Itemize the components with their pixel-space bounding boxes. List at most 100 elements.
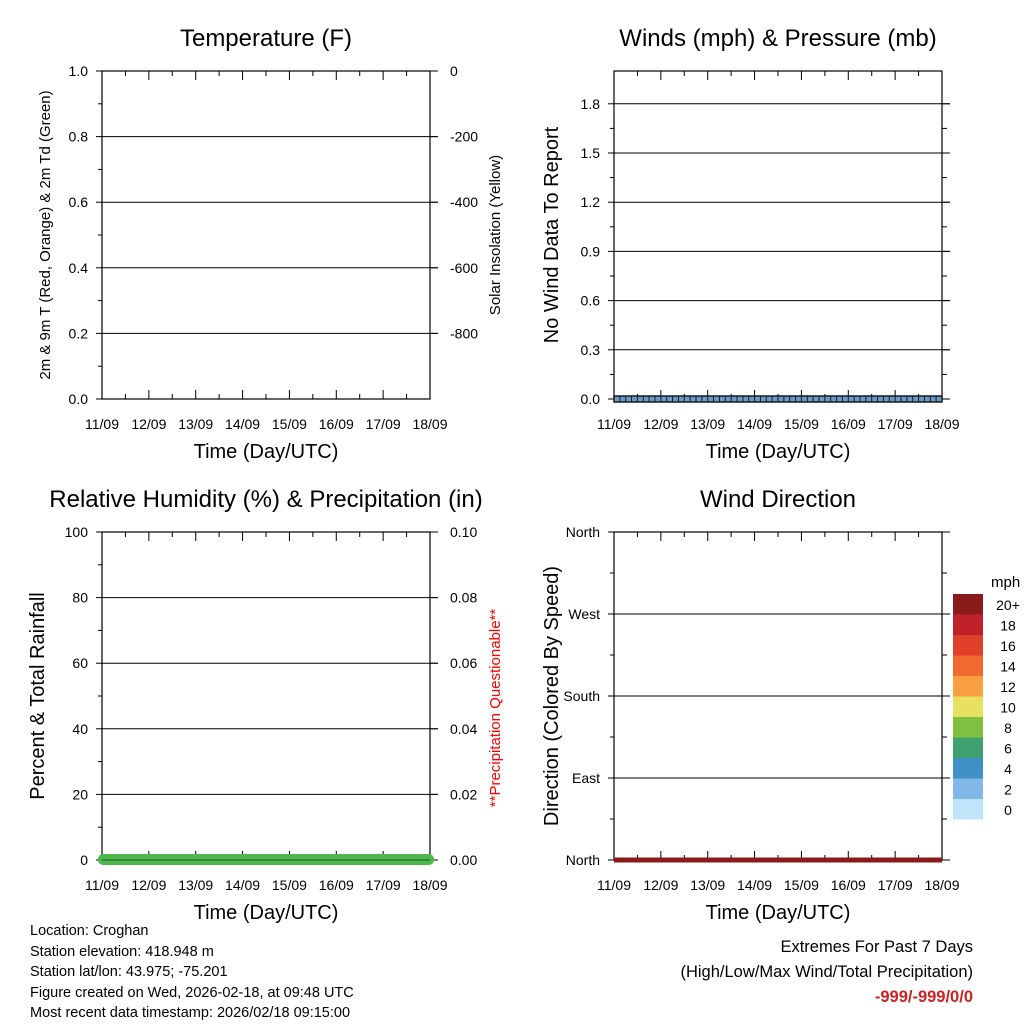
x-tick-label: 18/09 <box>412 877 447 893</box>
colorbar-swatch <box>953 758 983 779</box>
x-tick-label: 11/09 <box>85 877 119 893</box>
extremes-block: Extremes For Past 7 Days (High/Low/Max W… <box>680 935 973 1010</box>
y-tick-label: 0.4 <box>69 260 89 276</box>
colorbar-label: 18 <box>1000 618 1016 634</box>
y-tick-label: 60 <box>72 655 88 671</box>
station-location: Location: Croghan <box>30 923 149 939</box>
y-tick-label: 1.0 <box>69 63 89 79</box>
y-tick-label: 0.2 <box>69 325 89 341</box>
y-tick-label: 1.8 <box>581 96 601 112</box>
y-axis-label: Percent & Total Rainfall <box>27 592 49 800</box>
y-tick-label: 100 <box>65 524 89 540</box>
chart-temperature: Temperature (F) 11/09 12/09 13/09 14/09 15/09… <box>37 25 504 463</box>
chart-title: Wind Direction <box>700 486 856 513</box>
colorbar-label: 10 <box>1000 700 1016 716</box>
recent-timestamp: Most recent data timestamp: 2026/02/18 0… <box>30 1005 351 1021</box>
x-tick-label: 17/09 <box>366 877 401 893</box>
x-axis-label: Time (Day/UTC) <box>194 441 339 463</box>
x-tick-label: 14/09 <box>225 877 260 893</box>
plot-frame <box>101 70 431 400</box>
y-tick-label: West <box>568 606 600 622</box>
colorbar-swatch <box>953 676 983 697</box>
colorbar-swatch <box>953 696 983 717</box>
colorbar-title: mph <box>991 574 1020 591</box>
y-tick-label: 0.8 <box>69 129 89 145</box>
y-axis-label: 2m & 9m T (Red, Orange) & 2m Td (Green) <box>37 90 54 379</box>
y-tick-label: 0.0 <box>581 391 601 407</box>
y2-tick-label: -600 <box>450 260 478 276</box>
x-tick-label: 12/09 <box>643 416 678 432</box>
colorbar-swatch <box>953 737 983 758</box>
x-tick-label: 12/09 <box>131 877 166 893</box>
y2-axis-label: Solar Insolation (Yellow) <box>487 155 504 315</box>
y-tick-label: 0.3 <box>581 342 601 358</box>
colorbar-label: 14 <box>1000 659 1016 675</box>
y2-tick-label: 0.08 <box>450 590 477 606</box>
extremes-title: Extremes For Past 7 Days <box>780 938 973 956</box>
chart-direction: Wind Direction 11/09 12/09 13/09 14/09 15/09 1… <box>541 486 1020 924</box>
colorbar-label: 2 <box>1004 782 1012 798</box>
chart-winds: Winds (mph) & Pressure (mb) 11/09 12/09 13/… <box>541 25 960 463</box>
y2-tick-label: -200 <box>450 129 478 145</box>
colorbar-swatch <box>953 614 983 635</box>
x-tick-label: 15/09 <box>272 877 307 893</box>
y2-tick-label: 0.00 <box>450 852 477 868</box>
y2-tick-label: 0.02 <box>450 786 477 802</box>
x-tick-label: 16/09 <box>831 416 866 432</box>
x-tick-label: 13/09 <box>690 416 725 432</box>
x-tick-label: 13/09 <box>690 877 725 893</box>
y-tick-label: 1.2 <box>581 194 601 210</box>
x-axis-label: Time (Day/UTC) <box>706 902 851 924</box>
x-axis-label: Time (Day/UTC) <box>194 902 339 924</box>
x-tick-label: 18/09 <box>924 877 959 893</box>
y-tick-label: 1.5 <box>581 145 601 161</box>
y-tick-label: 40 <box>72 721 88 737</box>
y-tick-label: North <box>566 852 600 868</box>
y-tick-label: 0.9 <box>581 243 601 259</box>
colorbar-swatch <box>953 635 983 656</box>
station-elevation: Station elevation: 418.948 m <box>30 943 214 960</box>
y-tick-label: North <box>566 524 600 540</box>
y2-tick-label: 0 <box>450 63 458 79</box>
colorbar-label: 0 <box>1004 802 1012 818</box>
y-tick-label: South <box>563 688 600 704</box>
y2-tick-label: 0.06 <box>450 655 477 671</box>
x-tick-label: 14/09 <box>737 416 772 432</box>
x-tick-label: 18/09 <box>412 416 447 432</box>
colorbar-label: 16 <box>1000 638 1016 654</box>
x-tick-label: 15/09 <box>272 416 307 432</box>
chart-title: Temperature (F) <box>180 25 352 52</box>
x-tick-label: 12/09 <box>643 877 678 893</box>
colorbar-swatch <box>953 717 983 738</box>
x-tick-label: 17/09 <box>878 416 913 432</box>
colorbar-swatch <box>953 655 983 676</box>
x-tick-label: 17/09 <box>878 877 913 893</box>
y-tick-label: East <box>572 770 600 786</box>
y2-tick-label: 0.04 <box>450 721 477 737</box>
chart-title: Winds (mph) & Pressure (mb) <box>619 25 936 52</box>
colorbar-label: 4 <box>1004 761 1012 777</box>
colorbar-label: 6 <box>1004 741 1012 757</box>
figure-created: Figure created on Wed, 2026-02-18, at 09… <box>30 984 354 1001</box>
y2-tick-label: -400 <box>450 194 478 210</box>
colorbar-swatch <box>953 778 983 799</box>
direction-series <box>614 857 942 863</box>
colorbar-label: 8 <box>1004 720 1012 736</box>
colorbar-swatch <box>953 799 983 820</box>
colorbar-swatch <box>953 594 983 615</box>
x-tick-label: 18/09 <box>924 416 959 432</box>
extremes-subtitle: (High/Low/Max Wind/Total Precipitation) <box>680 963 973 981</box>
x-tick-label: 14/09 <box>737 877 772 893</box>
x-tick-label: 11/09 <box>597 416 631 432</box>
x-tick-label: 13/09 <box>178 416 213 432</box>
station-info: Location: Croghan Station elevation: 418… <box>30 921 354 1024</box>
x-tick-label: 16/09 <box>319 416 354 432</box>
station-latlon: Station lat/lon: 43.975; -75.201 <box>30 964 228 980</box>
x-tick-label: 14/09 <box>225 416 260 432</box>
x-tick-label: 17/09 <box>366 416 401 432</box>
chart-humidity: Relative Humidity (%) & Precipitation (i… <box>27 486 504 924</box>
plot-frame <box>101 531 431 861</box>
x-tick-label: 11/09 <box>597 877 631 893</box>
y-tick-label: 20 <box>72 786 88 802</box>
